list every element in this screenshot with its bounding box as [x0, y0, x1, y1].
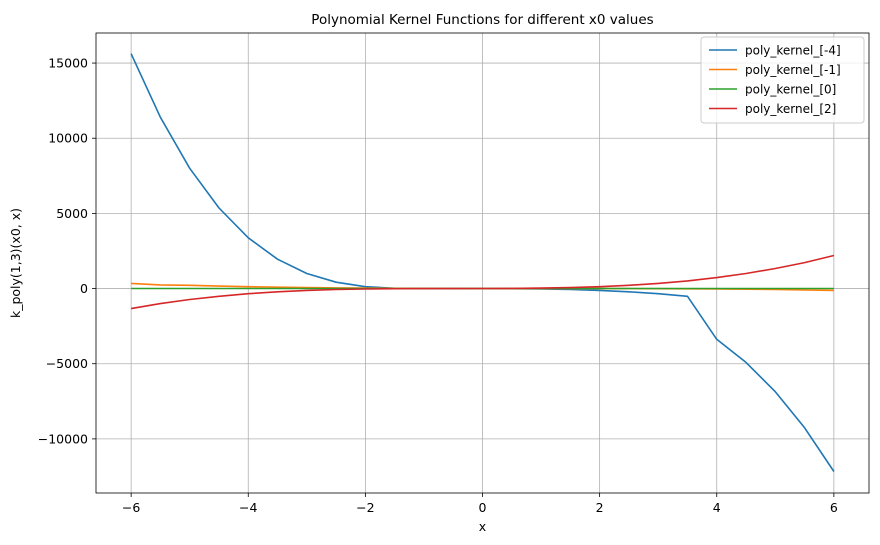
chart-title: Polynomial Kernel Functions for differen… [311, 12, 653, 28]
legend-box [700, 36, 865, 124]
axis-ticks: −6 −4 −2 0 2 4 6 −10000 −5000 0 5000 10000 15000 [38, 56, 838, 515]
legend: poly_kernel_[-4] poly_kernel_[-1] poly_ker… [700, 36, 865, 124]
x-tick-label: −4 [239, 500, 257, 515]
x-tick-label: 0 [479, 500, 487, 515]
legend-label: poly_kernel_[0] [745, 82, 836, 96]
legend-label: poly_kernel_[2] [745, 102, 836, 116]
y-axis-label: k_poly(1,3)(x0, x) [8, 208, 23, 318]
y-tick-label: −5000 [46, 356, 88, 371]
y-tick-label: 0 [80, 281, 88, 296]
y-tick-label: 5000 [56, 206, 88, 221]
y-tick-label: 10000 [48, 131, 88, 146]
legend-label: poly_kernel_[-1] [745, 63, 841, 77]
x-tick-label: 6 [830, 500, 838, 515]
x-tick-label: −6 [122, 500, 140, 515]
x-tick-label: 2 [596, 500, 604, 515]
y-tick-label: −10000 [38, 431, 88, 446]
y-tick-label: 15000 [48, 56, 88, 71]
x-axis-label: x [479, 519, 486, 534]
x-tick-label: −2 [356, 500, 374, 515]
series-line-3 [130, 254, 835, 310]
x-tick-label: 4 [713, 500, 721, 515]
series-lines [130, 53, 835, 472]
legend-label: poly_kernel_[-4] [745, 43, 841, 57]
